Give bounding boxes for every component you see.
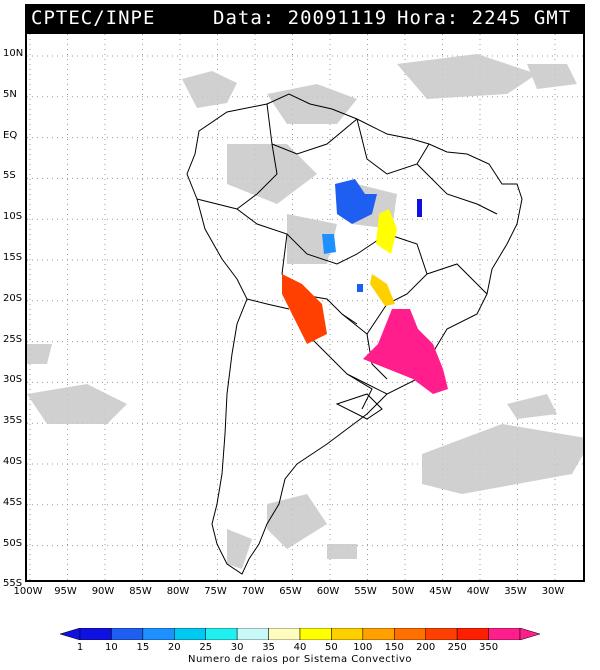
source-label: CPTEC/INPE [31, 7, 156, 29]
colorbar-segment [394, 628, 426, 640]
colorbar-tick-label: 25 [199, 642, 213, 653]
latitude-label: 20S [3, 292, 23, 304]
colorbar-tick-label: 30 [230, 642, 244, 653]
longitude-label: 100W [13, 586, 43, 597]
colorbar-tick-label: 35 [262, 642, 275, 653]
colorbar-tick-label: 350 [479, 642, 499, 653]
colorbar-segment [331, 628, 364, 640]
latitude-label: 45S [3, 496, 23, 508]
system-blue-1 [335, 179, 377, 224]
system-blue-3 [417, 199, 422, 217]
colorbar-tick-label: 15 [136, 642, 150, 653]
colorbar-tick-label: 40 [293, 642, 307, 653]
colorbar-tick-label: 200 [416, 642, 436, 653]
colorbar-tick-label: 10 [105, 642, 118, 653]
longitude-label: 40W [466, 586, 490, 597]
longitude-label: 30W [541, 586, 565, 597]
colorbar-segment [236, 628, 269, 640]
longitude-label: 60W [316, 586, 340, 597]
longitude-label: 75W [204, 586, 227, 597]
latitude-label: 15S [3, 252, 23, 263]
map-frame [25, 32, 585, 582]
system-yellow-2 [370, 274, 395, 306]
colorbar-segment [362, 628, 395, 640]
colorbar-segment [488, 628, 521, 640]
colorbar-tick-label: 250 [447, 642, 467, 653]
date-label: Data: 20091119 [213, 7, 388, 29]
latitude-label: 55S [3, 578, 23, 590]
colorbar-tick-label: 1 [76, 642, 84, 653]
colorbar-segment [111, 628, 144, 640]
longitude-label: 85W [129, 586, 152, 597]
latitude-label: 5N [3, 88, 17, 100]
latitude-label: 50S [3, 537, 23, 549]
convective-systems [282, 179, 448, 394]
longitude-label: 80W [166, 586, 190, 597]
colorbar-segment [142, 628, 175, 640]
longitude-label: 90W [91, 586, 115, 597]
colorbar-segment [268, 628, 301, 640]
longitude-label: 70W [241, 586, 265, 597]
latitude-label: 30S [3, 374, 23, 386]
map-canvas [27, 34, 583, 580]
latitude-label: 5S [3, 170, 16, 182]
colorbar-segment [456, 628, 489, 640]
latitude-label: EQ [3, 129, 18, 141]
colorbar-tick-label: 150 [384, 642, 404, 653]
colorbar-segment [174, 628, 206, 640]
colorbar-tick-label: 20 [167, 642, 181, 653]
colorbar-segment [299, 628, 332, 640]
colorbar-segment [79, 628, 112, 640]
latitude-label: 40S [3, 456, 23, 467]
colorbar-segment [205, 628, 238, 640]
colorbar-min-arrow [60, 628, 81, 640]
colorbar [60, 628, 540, 640]
longitude-label: 65W [279, 586, 302, 597]
system-orange [282, 274, 327, 344]
latitude-label: 10N [3, 48, 24, 59]
colorbar-tick-label: 50 [325, 642, 338, 653]
system-blue-2 [322, 234, 336, 254]
longitude-label: 45W [429, 586, 452, 597]
colorbar-max-arrow [519, 628, 540, 640]
longitude-label: 55W [354, 586, 377, 597]
longitude-label: 95W [54, 586, 77, 597]
longitude-label: 50W [391, 586, 415, 597]
latitude-label: 25S [3, 333, 23, 345]
system-magenta [363, 309, 448, 394]
system-yellow-1 [376, 209, 397, 254]
map-header: CPTEC/INPE Data: 20091119 Hora: 2245 GMT [25, 4, 585, 32]
colorbar-tick-label: 100 [353, 642, 373, 653]
colorbar-title: Numero de raios por Sistema Convectivo [187, 654, 413, 665]
latitude-label: 10S [3, 211, 23, 223]
longitude-label: 35W [504, 586, 527, 597]
colorbar-segment [425, 628, 458, 640]
time-label: Hora: 2245 GMT [397, 7, 572, 29]
system-blue-4 [357, 284, 363, 292]
latitude-label: 35S [3, 415, 23, 427]
